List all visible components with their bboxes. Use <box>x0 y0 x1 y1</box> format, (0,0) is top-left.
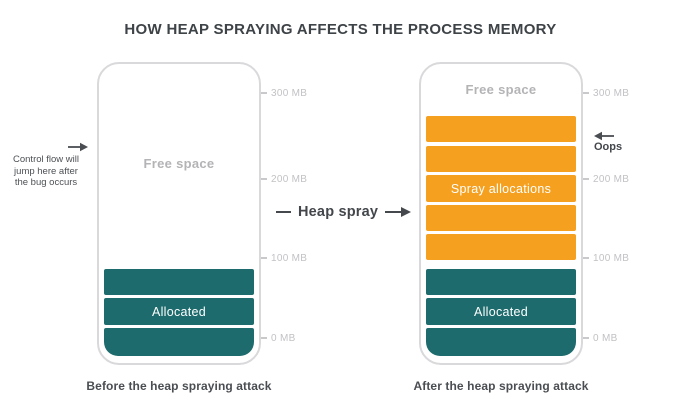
control-flow-line-1: Control flow will <box>13 154 79 165</box>
tick-200mb-before: 200 MB <box>261 173 307 185</box>
tick-mark <box>261 337 267 339</box>
allocated-block <box>104 328 254 356</box>
tick-mark <box>583 178 589 180</box>
heap-spray-annotation: Heap spray <box>276 204 412 220</box>
tick-300mb-before: 300 MB <box>261 87 307 99</box>
page-title: HOW HEAP SPRAYING AFFECTS THE PROCESS ME… <box>124 21 557 38</box>
tick-mark <box>583 337 589 339</box>
allocated-block-labeled: Allocated <box>104 298 254 325</box>
caption-after: After the heap spraying attack <box>413 379 589 393</box>
spray-block <box>426 205 576 231</box>
memory-column-after: Free space Spray allocations Allocated <box>419 62 583 365</box>
tick-0mb-after: 0 MB <box>583 332 618 344</box>
control-flow-line-3: the bug occurs <box>14 177 78 188</box>
control-flow-right-arrow-icon <box>68 139 88 157</box>
spray-block <box>426 234 576 260</box>
tick-100mb-before: 100 MB <box>261 252 307 264</box>
spray-block <box>426 116 576 142</box>
memory-column-before: Free space Allocated <box>97 62 261 365</box>
allocated-block <box>104 269 254 295</box>
tick-label: 100 MB <box>593 252 630 264</box>
tick-300mb-after: 300 MB <box>583 87 629 99</box>
allocated-block-label: Allocated <box>151 304 207 319</box>
dash-line <box>276 211 291 213</box>
tick-label: 0 MB <box>593 332 618 344</box>
free-space-label-after: Free space <box>465 82 537 97</box>
allocated-block <box>426 269 576 295</box>
tick-100mb-after: 100 MB <box>583 252 629 264</box>
spray-block <box>426 146 576 172</box>
spray-block-labeled: Spray allocations <box>426 175 576 202</box>
tick-mark <box>261 92 267 94</box>
oops-left-arrow-icon <box>594 128 614 146</box>
heap-spray-right-arrow-icon <box>385 207 412 217</box>
allocated-block-label: Allocated <box>473 304 529 319</box>
caption-before: Before the heap spraying attack <box>86 379 272 393</box>
heap-spray-label: Heap spray <box>298 204 379 220</box>
tick-mark <box>583 92 589 94</box>
control-flow-annotation: Control flow will jump here after the bu… <box>2 154 90 189</box>
tick-label: 300 MB <box>593 87 630 99</box>
tick-200mb-after: 200 MB <box>583 173 629 185</box>
spray-block-label: Spray allocations <box>450 181 552 196</box>
allocated-block <box>426 328 576 356</box>
tick-label: 200 MB <box>271 173 308 185</box>
tick-label: 100 MB <box>271 252 308 264</box>
tick-mark <box>583 257 589 259</box>
free-space-label-before: Free space <box>143 156 215 171</box>
tick-mark <box>261 257 267 259</box>
tick-label: 300 MB <box>271 87 308 99</box>
control-flow-line-2: jump here after <box>14 165 78 177</box>
allocated-block-labeled: Allocated <box>426 298 576 325</box>
tick-mark <box>261 178 267 180</box>
tick-0mb-before: 0 MB <box>261 332 296 344</box>
tick-label: 200 MB <box>593 173 630 185</box>
tick-label: 0 MB <box>271 332 296 344</box>
oops-label: Oops <box>594 141 623 153</box>
